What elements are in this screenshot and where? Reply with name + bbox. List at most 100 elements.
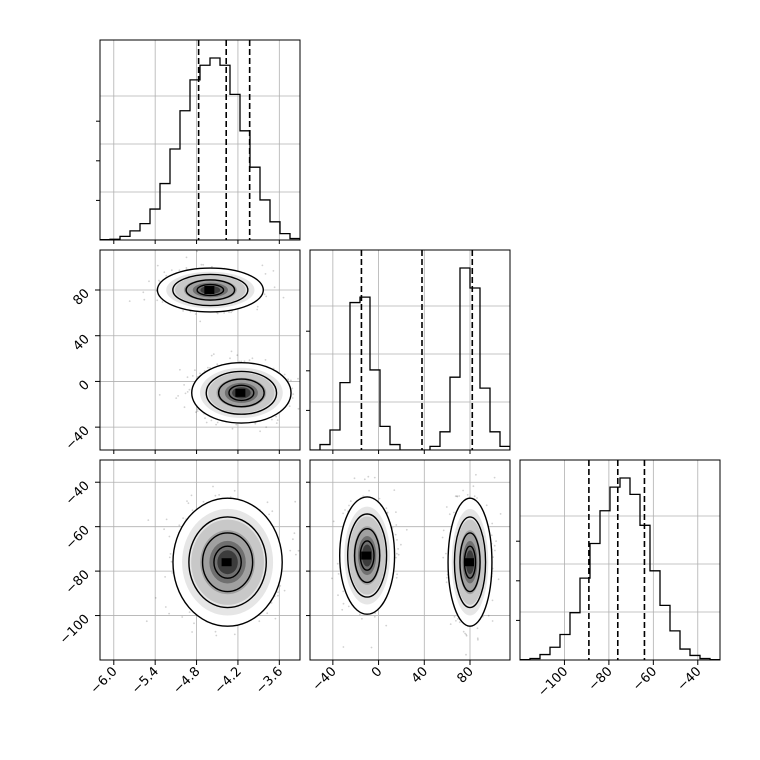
sample-point: [202, 500, 205, 503]
x-tick-label: −3.6: [253, 664, 286, 697]
contour-line: [185, 279, 236, 301]
sample-point: [349, 500, 352, 502]
sample-point: [204, 417, 206, 420]
y-tick-label: 40: [71, 332, 93, 354]
sample-point: [385, 624, 388, 627]
sample-point: [168, 556, 171, 559]
sample-point: [185, 256, 188, 259]
sample-point: [163, 528, 166, 531]
contour-line: [213, 545, 242, 579]
sample-point: [370, 646, 373, 649]
sample-point: [394, 533, 397, 536]
density-peak: [221, 558, 232, 567]
sample-point: [184, 392, 187, 395]
sample-point: [168, 535, 171, 538]
sample-point: [395, 556, 397, 559]
sample-point: [277, 594, 279, 597]
density-panel-2-0: [145, 485, 300, 637]
sample-point: [216, 312, 219, 315]
sample-point: [178, 524, 181, 527]
sample-point: [181, 616, 184, 618]
sample-point: [233, 633, 236, 636]
sample-point: [270, 602, 273, 604]
contour-line: [172, 497, 283, 627]
sample-point: [456, 495, 458, 497]
sample-point: [165, 518, 168, 521]
sample-point: [235, 423, 238, 426]
sample-point: [182, 310, 185, 312]
sample-point: [275, 422, 278, 424]
sample-point: [186, 391, 189, 393]
sample-point: [254, 422, 257, 425]
sample-point: [287, 378, 289, 380]
sample-point: [158, 394, 161, 396]
x-tick-label: −100: [535, 664, 571, 700]
contour-line: [459, 532, 481, 593]
sample-point: [266, 612, 269, 615]
sample-point: [277, 591, 279, 594]
sample-point: [291, 397, 294, 399]
sample-point: [297, 549, 300, 552]
sample-point: [363, 478, 366, 481]
x-tick-label: −60: [630, 664, 660, 694]
sample-point: [228, 311, 231, 314]
sample-point: [214, 630, 217, 633]
sample-point: [453, 511, 455, 514]
x-tick-label: −40: [310, 664, 340, 694]
sample-point: [373, 476, 376, 479]
contour-line: [359, 540, 375, 571]
sample-point: [275, 415, 277, 418]
sample-point: [271, 510, 274, 513]
sample-point: [161, 301, 164, 303]
sample-point: [458, 495, 461, 497]
x-tick-label: −4.2: [212, 664, 245, 697]
sample-point: [233, 489, 236, 492]
sample-point: [240, 360, 243, 363]
sample-point: [210, 354, 213, 357]
histogram-step: [520, 477, 720, 660]
sample-point: [441, 536, 444, 539]
sample-point: [187, 502, 190, 505]
sample-point: [223, 312, 226, 314]
contour-line: [353, 527, 381, 584]
y-tick-label: −80: [63, 567, 93, 597]
sample-point: [273, 286, 276, 289]
sample-point: [495, 540, 497, 542]
sample-point: [405, 528, 408, 531]
contour-line: [447, 497, 493, 627]
sample-point: [264, 359, 267, 361]
sample-point: [395, 576, 398, 579]
histogram-step: [100, 57, 300, 240]
sample-point: [215, 423, 218, 426]
sample-point: [231, 427, 234, 430]
sample-point: [164, 606, 167, 608]
sample-point: [196, 410, 199, 412]
sample-point: [265, 295, 268, 298]
sample-point: [199, 372, 201, 375]
histogram-step: [310, 267, 510, 450]
sample-point: [203, 370, 206, 372]
sample-point: [216, 363, 219, 366]
panel-frame-1-1: [309, 249, 511, 451]
sample-point: [442, 556, 445, 559]
sample-point: [445, 506, 448, 508]
sample-point: [368, 489, 370, 492]
sample-point: [148, 280, 150, 283]
contour-line: [172, 273, 249, 307]
x-tick-label: 80: [455, 664, 477, 686]
sample-point: [295, 553, 297, 556]
sample-point: [211, 265, 213, 268]
sample-point: [202, 263, 205, 266]
sample-point: [347, 605, 350, 608]
density-panel-1-0: [128, 250, 285, 323]
sample-point: [230, 350, 233, 353]
sample-point: [442, 529, 445, 532]
contour-line: [453, 516, 487, 609]
sample-point: [200, 263, 203, 266]
sample-point: [165, 274, 168, 277]
sample-point: [290, 379, 292, 382]
contour-line: [217, 378, 265, 408]
density-panel-2-1: [441, 473, 502, 656]
sample-point: [209, 367, 211, 369]
